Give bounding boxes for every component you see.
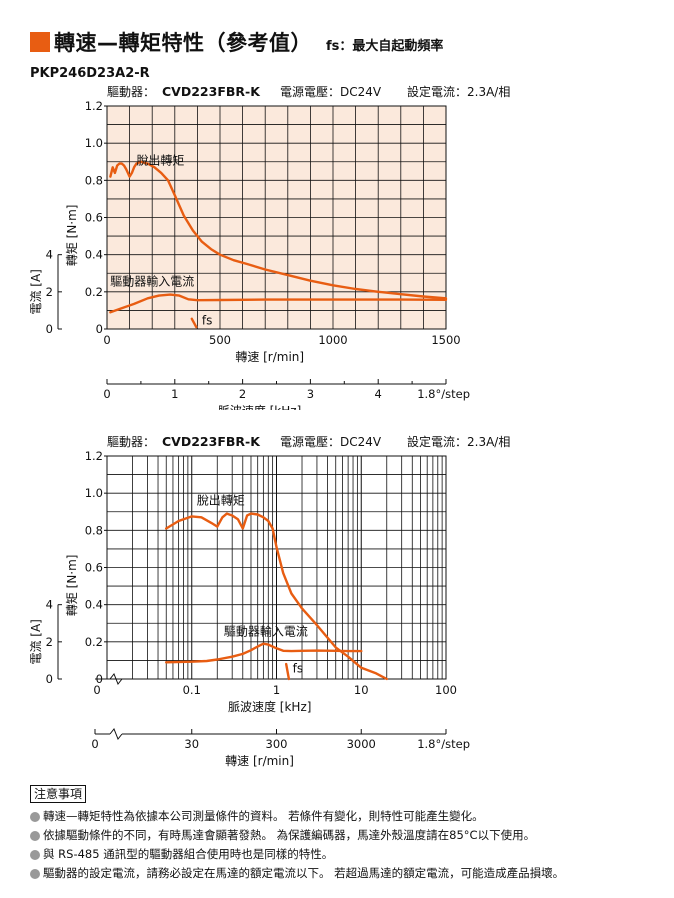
y-tick-label: 0.8 (85, 173, 103, 187)
series-label: 脫出轉矩 (136, 153, 184, 168)
x-tick-label: 0 (93, 683, 100, 697)
driver-model: CVD223FBR-K (162, 84, 261, 99)
x-tick-label: 1000 (318, 333, 347, 347)
x2-tick-label: 3 (307, 387, 314, 401)
y2-tick-label: 0 (46, 672, 53, 686)
y-tick-label: 0.4 (85, 248, 103, 262)
y2-tick-label: 4 (46, 248, 53, 262)
series-line (190, 317, 198, 329)
series-line (109, 293, 448, 314)
y2-axis-label: 電流 [A] (29, 269, 43, 314)
page-header: 轉速—轉矩特性（參考值） fs：最大自起動頻率 (30, 30, 444, 55)
orange-square-icon (30, 32, 50, 52)
y-axis-label: 轉矩 [N·m] (65, 205, 79, 267)
x2-tick-label: 4 (375, 387, 382, 401)
note-item: 轉速—轉矩特性為依據本公司測量條件的資料。 若條件有變化，則特性可能產生變化。 (30, 807, 670, 826)
step-angle-label: 1.8°/step (417, 737, 470, 751)
driver-label: 驅動器： (107, 435, 155, 449)
x-tick-label: 100 (435, 683, 457, 697)
y-tick-label: 1.0 (85, 486, 103, 500)
page-subtitle: fs：最大自起動頻率 (326, 38, 444, 54)
series-label: 驅動器輸入電流 (224, 623, 308, 638)
note-item: 與 RS-485 通訊型的驅動器組合使用時也是同樣的特性。 (30, 845, 670, 864)
note-item: 依據驅動條件的不同，有時馬達會顯著發熱。 為保護編碼器，馬達外殼溫度請在85°C… (30, 826, 670, 845)
supply-voltage: 電源電壓：DC24V (280, 435, 382, 449)
x2-tick-label: 0 (103, 387, 110, 401)
note-item: 驅動器的設定電流，請務必設定在馬達的額定電流以下。 若超過馬達的額定電流，可能造… (30, 864, 670, 883)
driver-label: 驅動器： (107, 85, 155, 99)
series-label: 脫出轉矩 (197, 492, 245, 507)
set-current: 設定電流：2.3A/相 (407, 84, 510, 99)
x-tick-label: 0.1 (183, 683, 201, 697)
series-line (285, 662, 291, 681)
x-tick-label: 0 (103, 333, 110, 347)
x2-axis-label: 轉速 [r/min] (225, 754, 294, 768)
chart-linear: 驅動器： CVD223FBR-K 電源電壓：DC24V 設定電流：2.3A/相 0 0.2… (29, 84, 510, 410)
series-line (109, 160, 448, 300)
y2-tick-label: 0 (46, 322, 53, 336)
y-tick-label: 0.6 (85, 561, 103, 575)
chart-log: 驅動器： CVD223FBR-K 電源電壓：DC24V 設定電流：2.3A/相 0 0.2… (29, 434, 510, 768)
driver-model: CVD223FBR-K (162, 434, 261, 449)
y2-tick-label: 2 (46, 285, 53, 299)
x-axis-label: 脈波速度 [kHz] (228, 699, 311, 714)
axis-break-mark (109, 728, 123, 740)
x2-axis-label: 脈波速度 [kHz] (218, 403, 301, 410)
axis-break-mark (109, 673, 123, 685)
y2-tick-label: 2 (46, 635, 53, 649)
series-label: 驅動器輸入電流 (110, 273, 194, 288)
series-label: fs (202, 313, 212, 327)
x2-tick-label: 2 (239, 387, 246, 401)
step-angle-label: 1.8°/step (417, 387, 470, 401)
y2-tick-label: 4 (46, 598, 53, 612)
y-tick-label: 0.8 (85, 523, 103, 537)
y2-axis-label: 電流 [A] (29, 619, 43, 664)
y-tick-label: 0.6 (85, 211, 103, 225)
x2-tick-label: 1 (171, 387, 178, 401)
y-tick-label: 0.2 (85, 285, 103, 299)
x-tick-label: 1 (273, 683, 280, 697)
notes-section: 注意事項 轉速—轉矩特性為依據本公司測量條件的資料。 若條件有變化，則特性可能產… (30, 783, 670, 883)
y-tick-label: 0.2 (85, 635, 103, 649)
page-title: 轉速—轉矩特性（參考值） (54, 31, 312, 55)
model-number: PKP246D23A2-R (30, 66, 150, 81)
series-line (165, 512, 388, 681)
supply-voltage: 電源電壓：DC24V (280, 85, 382, 99)
x2-tick-label: 3000 (347, 737, 376, 751)
y-tick-label: 1.0 (85, 136, 103, 150)
y-axis-label: 轉矩 [N·m] (65, 555, 79, 617)
x-tick-label: 10 (354, 683, 369, 697)
y-tick-label: 1.2 (85, 99, 103, 113)
x-tick-label: 1500 (431, 333, 460, 347)
x2-tick-label: 300 (266, 737, 288, 751)
x-tick-label: 500 (209, 333, 231, 347)
series-label: fs (293, 661, 303, 675)
y-tick-label: 1.2 (85, 449, 103, 463)
series-line (165, 642, 363, 664)
x-axis-label: 轉速 [r/min] (235, 350, 304, 364)
notes-title: 注意事項 (30, 785, 87, 803)
y-tick-label: 0.4 (85, 598, 103, 612)
x2-tick-label: 30 (184, 737, 199, 751)
set-current: 設定電流：2.3A/相 (407, 434, 510, 449)
y-tick-label: 0 (96, 322, 103, 336)
x2-tick-label: 0 (91, 737, 98, 751)
